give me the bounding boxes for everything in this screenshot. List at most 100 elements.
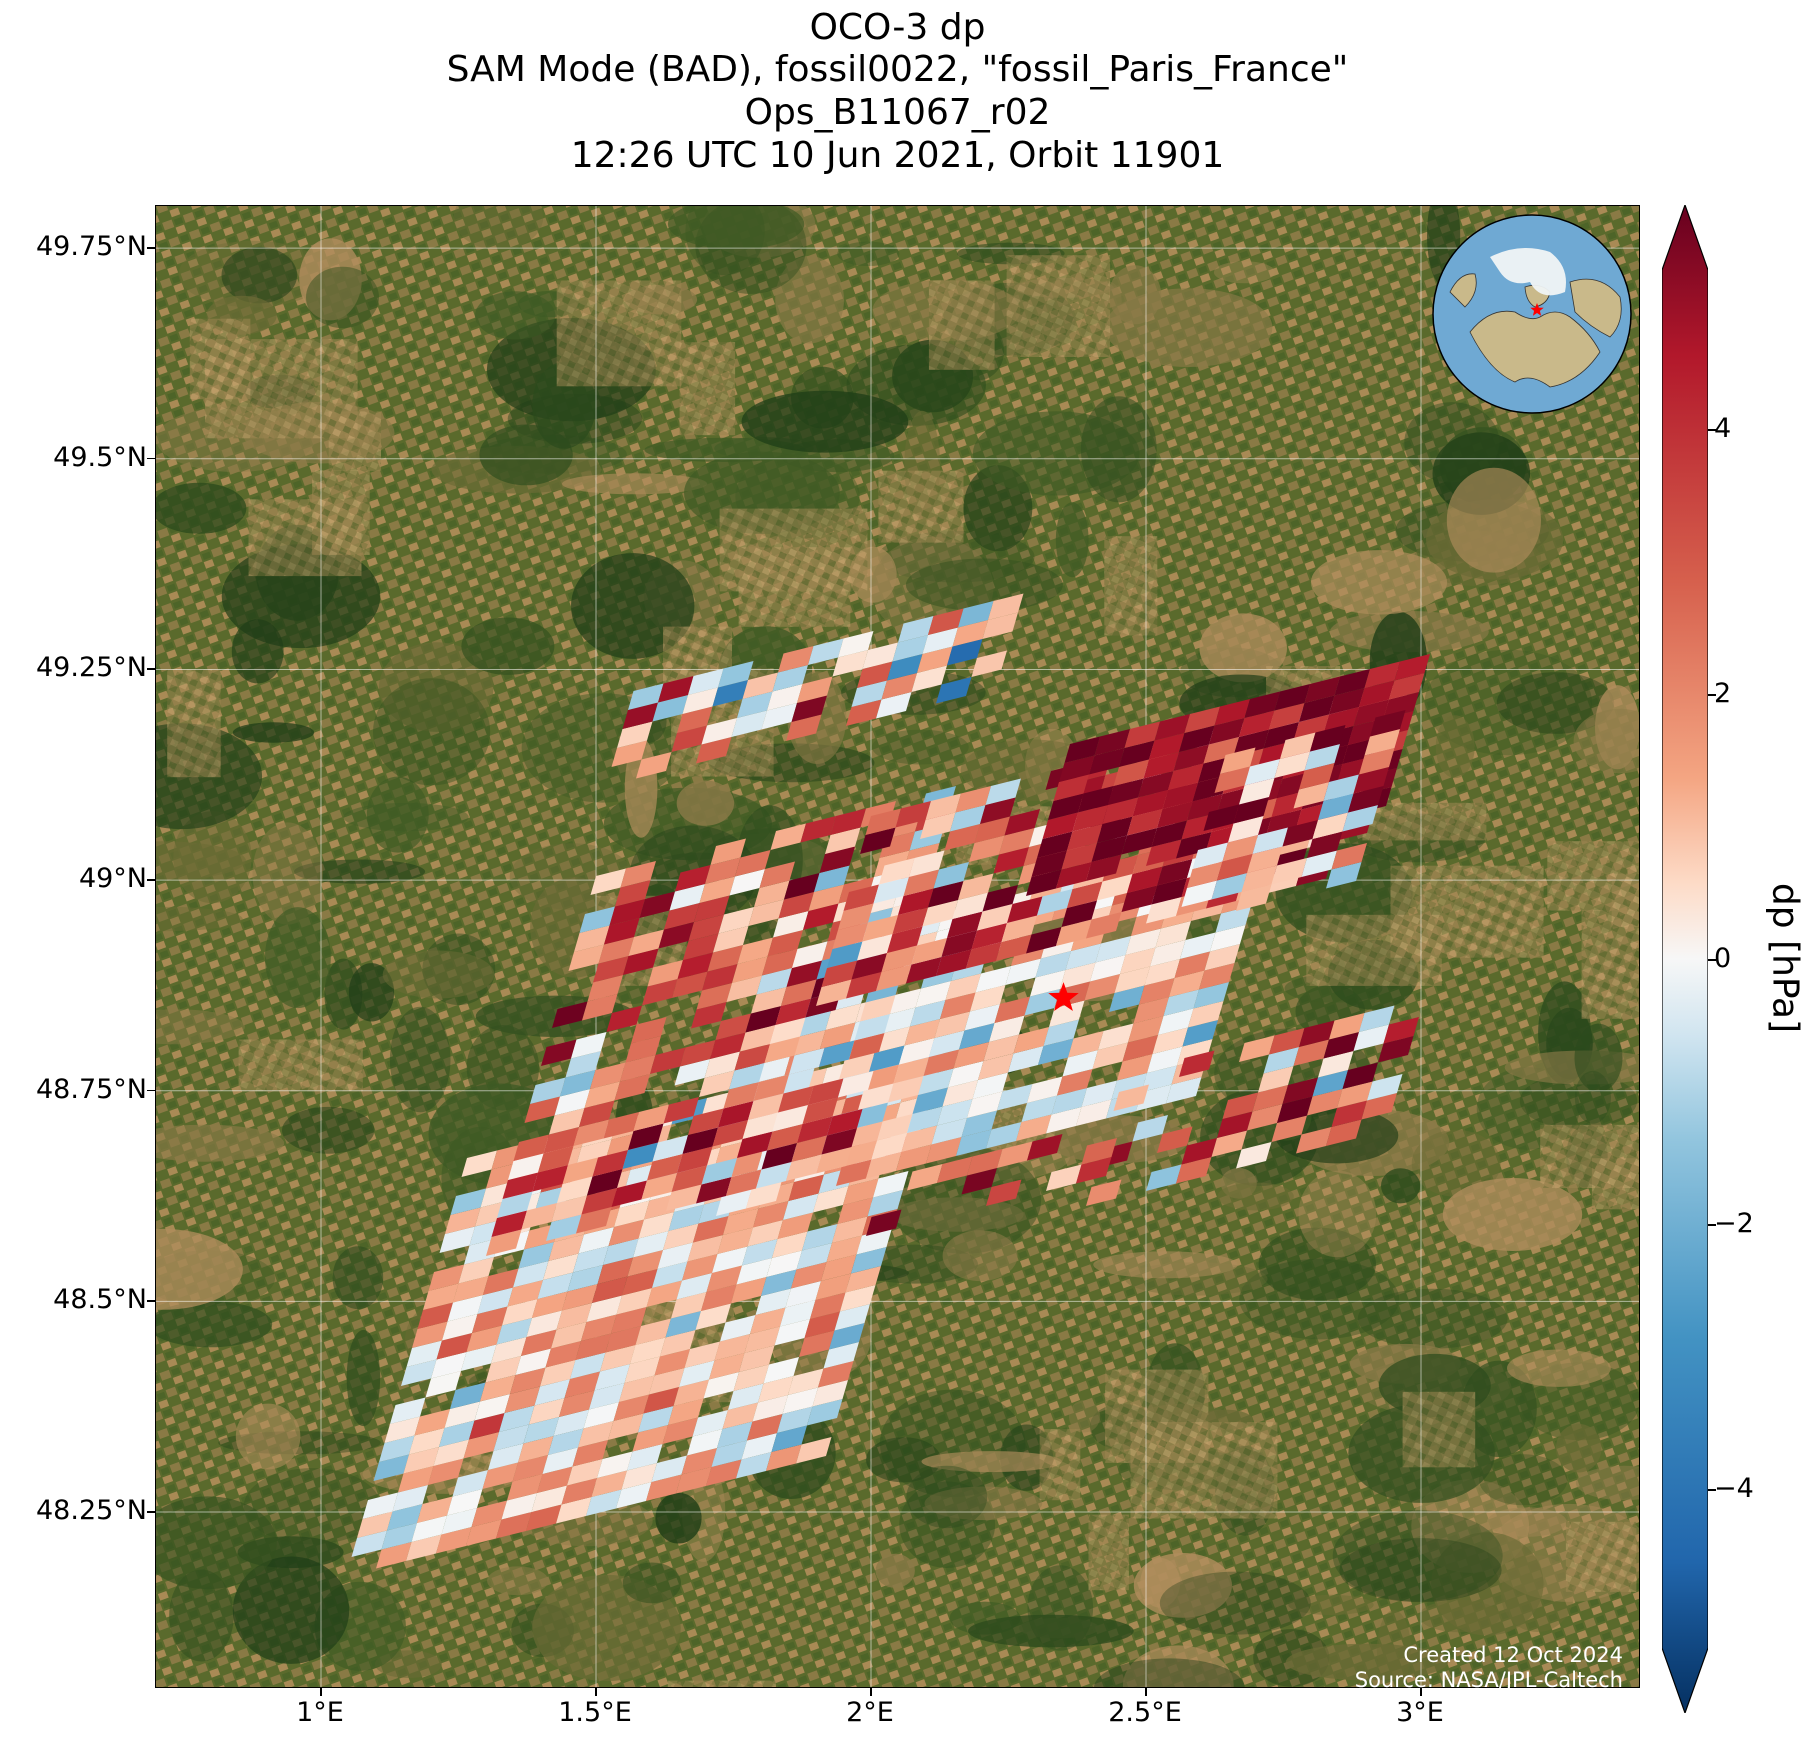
- dp-cell: [1125, 928, 1161, 955]
- globe-landmass: [1469, 310, 1601, 388]
- dp-cell: [1152, 1027, 1188, 1054]
- dp-cell: [983, 1034, 1019, 1061]
- dp-cell: [1068, 1031, 1104, 1058]
- dp-cell: [502, 1172, 538, 1199]
- dp-cell: [767, 930, 803, 957]
- dp-cell: [646, 1280, 682, 1307]
- dp-cell: [594, 1364, 630, 1391]
- basemap-patch: [1159, 1571, 1311, 1635]
- dp-cell: [701, 1158, 737, 1185]
- dp-cell: [732, 956, 768, 983]
- dp-cell: [628, 683, 664, 710]
- dp-cell: [958, 601, 994, 628]
- dp-cell: [896, 1144, 932, 1171]
- dp-cell: [807, 1399, 843, 1426]
- basemap-patch: [156, 1124, 285, 1162]
- dp-cell: [1214, 766, 1250, 793]
- dp-cell: [736, 1258, 772, 1285]
- y-tick-label: 48.5°N: [53, 1284, 147, 1316]
- dp-cell: [1244, 759, 1280, 786]
- dp-cell: [1124, 721, 1160, 748]
- dp-cell: [1203, 804, 1239, 831]
- dp-cell: [818, 1361, 854, 1388]
- dp-cell: [860, 827, 896, 854]
- dp-cell: [1038, 1038, 1074, 1065]
- x-tick-mark: [1420, 1688, 1422, 1696]
- dp-cell: [699, 1070, 735, 1097]
- dp-cell: [461, 1150, 497, 1177]
- dp-cell: [1364, 661, 1400, 688]
- dp-cell: [796, 1243, 832, 1270]
- colorbar-tick-label: 0: [1714, 943, 1732, 974]
- dp-cell: [825, 1003, 861, 1030]
- dp-cell: [1048, 793, 1084, 820]
- title-line-1: OCO-3 dp: [809, 7, 986, 48]
- dp-cell: [1168, 763, 1204, 790]
- dp-cell: [795, 1011, 831, 1038]
- dp-cell: [869, 1045, 905, 1072]
- basemap-fields: [167, 669, 221, 778]
- dp-cell: [851, 680, 887, 707]
- basemap-patch: [282, 1106, 375, 1154]
- dp-cell: [616, 1482, 652, 1509]
- basemap-patch: [1213, 261, 1275, 284]
- source-credit: Source: NASA/JPL-Caltech: [1354, 1668, 1623, 1692]
- dp-cell: [499, 1405, 535, 1432]
- dp-cell: [808, 1078, 844, 1105]
- dp-cell: [782, 1387, 818, 1414]
- dp-cell: [832, 922, 868, 949]
- dp-cell: [672, 971, 708, 998]
- dp-cell: [688, 668, 724, 695]
- dp-cell: [1329, 1013, 1365, 1040]
- colorbar-tick-mark: [1708, 959, 1716, 961]
- dp-cell: [598, 937, 634, 964]
- dp-cell: [766, 1250, 802, 1277]
- dp-cell: [706, 1459, 742, 1486]
- dp-cell: [711, 1440, 747, 1467]
- dp-cell: [1064, 736, 1100, 763]
- dp-cell: [788, 1174, 824, 1201]
- dp-cell: [1364, 729, 1400, 756]
- dp-cell: [1151, 820, 1187, 847]
- x-tick-mark: [595, 1688, 597, 1696]
- dp-cell: [641, 1173, 677, 1200]
- dp-cell: [783, 1193, 819, 1220]
- dp-cell: [1203, 737, 1239, 764]
- dp-cell: [411, 1515, 447, 1542]
- dp-cell: [1067, 824, 1103, 851]
- basemap-fields: [679, 342, 736, 436]
- dp-cell: [1128, 1016, 1164, 1043]
- dp-cell: [412, 1321, 448, 1348]
- dp-cell: [887, 654, 923, 681]
- dp-cell: [692, 1410, 728, 1437]
- dp-cell: [773, 911, 809, 938]
- dp-cell: [910, 1000, 946, 1027]
- dp-cell: [1353, 699, 1389, 726]
- dp-cell: [733, 1364, 769, 1391]
- dp-cell: [447, 1489, 483, 1516]
- dp-cell: [1127, 866, 1163, 893]
- dp-cell: [800, 816, 836, 843]
- colorbar-tick-mark: [1708, 1489, 1716, 1491]
- basemap-patch: [1574, 1023, 1623, 1092]
- x-tick-label: 1°E: [296, 1697, 344, 1728]
- dp-cell: [357, 1511, 393, 1538]
- dp-cell: [439, 1226, 475, 1253]
- dp-cell: [1370, 710, 1406, 737]
- globe-landmass: [1569, 278, 1622, 338]
- dp-cell: [915, 981, 951, 1008]
- dp-cell: [1173, 744, 1209, 771]
- created-credit: Created 12 Oct 2024: [1403, 1643, 1623, 1667]
- dp-cell: [1247, 846, 1283, 873]
- dp-cell: [771, 1425, 807, 1452]
- dp-cell: [1072, 805, 1108, 832]
- basemap-patch: [265, 907, 331, 1009]
- dp-cell: [623, 948, 659, 975]
- dp-cell: [712, 1120, 748, 1147]
- dp-cell: [734, 1044, 770, 1071]
- dp-cell: [785, 1281, 821, 1308]
- dp-cell: [636, 752, 672, 779]
- dp-cell: [651, 1455, 687, 1482]
- dp-cell: [625, 1036, 661, 1063]
- dp-cell: [362, 1492, 398, 1519]
